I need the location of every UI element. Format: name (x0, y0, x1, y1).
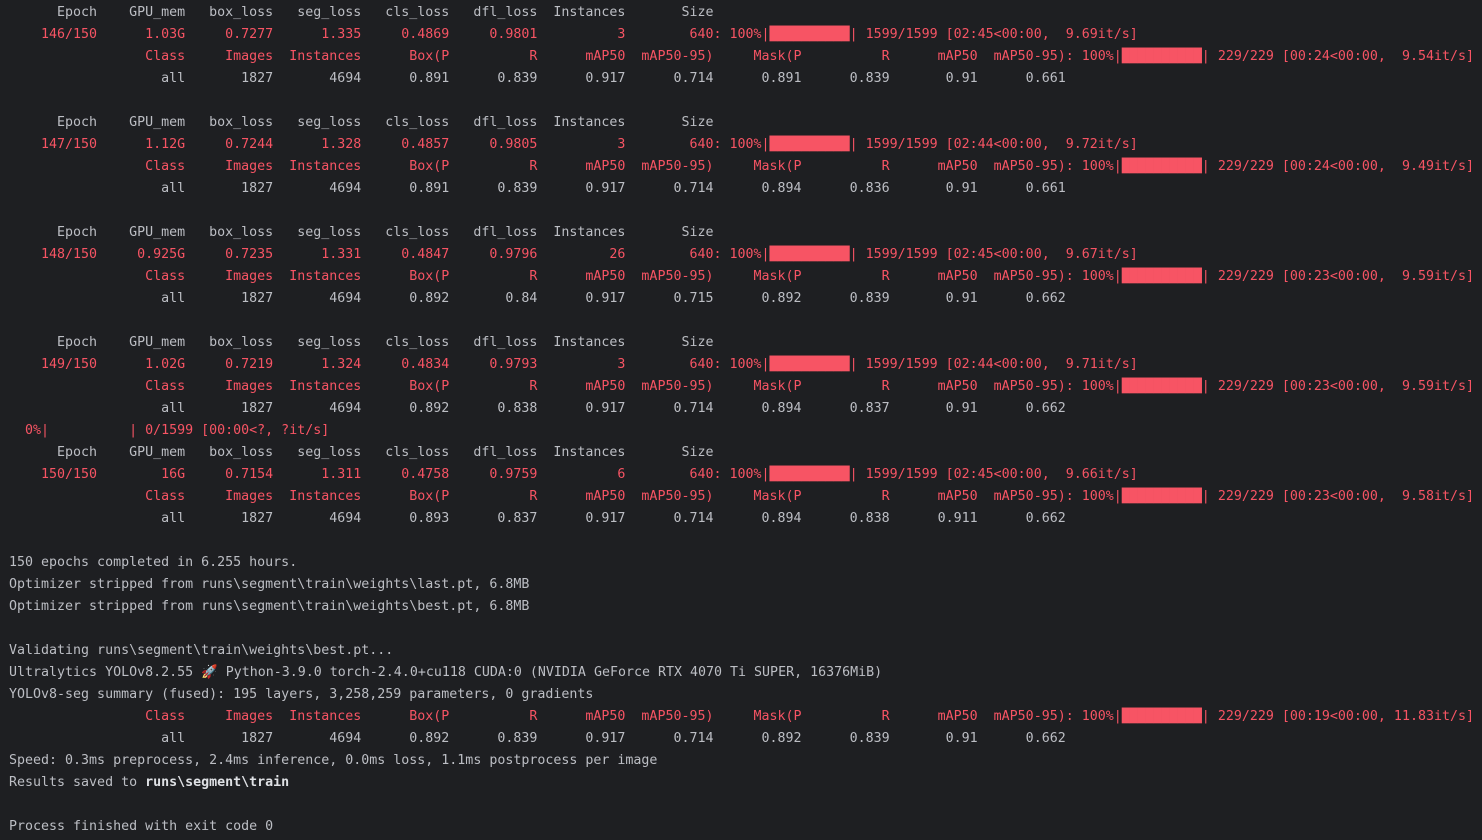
results-text: Results saved to (9, 775, 138, 790)
epoch-header: Epoch GPU_mem box_loss seg_loss cls_loss… (9, 115, 714, 130)
val-header: Class Images Instances Box(P R mAP50 mAP… (9, 379, 1474, 394)
train-progress: 150/150 16G 0.7154 1.311 0.4758 0.9759 6… (9, 467, 1138, 482)
val-metrics: all 1827 4694 0.891 0.839 0.917 0.714 0.… (9, 71, 1066, 86)
val-metrics: all 1827 4694 0.891 0.839 0.917 0.714 0.… (9, 181, 1066, 196)
speed-line: Speed: 0.3ms preprocess, 2.4ms inference… (9, 753, 658, 768)
log-line: YOLOv8-seg summary (fused): 195 layers, … (9, 687, 594, 702)
epoch-header: Epoch GPU_mem box_loss seg_loss cls_loss… (9, 5, 714, 20)
val-header: Class Images Instances Box(P R mAP50 mAP… (9, 49, 1474, 64)
summary-line: Optimizer stripped from runs\segment\tra… (9, 577, 530, 592)
exit-line: Process finished with exit code 0 (9, 819, 274, 834)
val-metrics: all 1827 4694 0.893 0.837 0.917 0.714 0.… (9, 511, 1066, 526)
results-line: Results saved to runs\segment\train (9, 772, 1482, 794)
val-header: Class Images Instances Box(P R mAP50 mAP… (9, 159, 1474, 174)
progress-line: 0%| | 0/1599 [00:00<?, ?it/s] (9, 423, 330, 438)
train-progress: 148/150 0.925G 0.7235 1.331 0.4847 0.979… (9, 247, 1138, 262)
val-metrics: all 1827 4694 0.892 0.84 0.917 0.715 0.8… (9, 291, 1066, 306)
val-header: Class Images Instances Box(P R mAP50 mAP… (9, 489, 1474, 504)
epoch-header: Epoch GPU_mem box_loss seg_loss cls_loss… (9, 335, 714, 350)
results-path: runs\segment\train (145, 775, 290, 790)
log-line: Validating runs\segment\train\weights\be… (9, 643, 394, 658)
val-header: Class Images Instances Box(P R mAP50 mAP… (9, 709, 1474, 724)
summary-line: Optimizer stripped from runs\segment\tra… (9, 599, 530, 614)
train-progress: 146/150 1.03G 0.7277 1.335 0.4869 0.9801… (9, 27, 1138, 42)
epoch-header: Epoch GPU_mem box_loss seg_loss cls_loss… (9, 445, 714, 460)
summary-line: 150 epochs completed in 6.255 hours. (9, 555, 298, 570)
val-metrics: all 1827 4694 0.892 0.839 0.917 0.714 0.… (9, 731, 1066, 746)
val-metrics: all 1827 4694 0.892 0.838 0.917 0.714 0.… (9, 401, 1066, 416)
val-header: Class Images Instances Box(P R mAP50 mAP… (9, 269, 1474, 284)
epoch-header: Epoch GPU_mem box_loss seg_loss cls_loss… (9, 225, 714, 240)
train-progress: 147/150 1.12G 0.7244 1.328 0.4857 0.9805… (9, 137, 1138, 152)
train-progress: 149/150 1.02G 0.7219 1.324 0.4834 0.9793… (9, 357, 1138, 372)
log-line: Ultralytics YOLOv8.2.55 🚀 Python-3.9.0 t… (9, 665, 883, 680)
